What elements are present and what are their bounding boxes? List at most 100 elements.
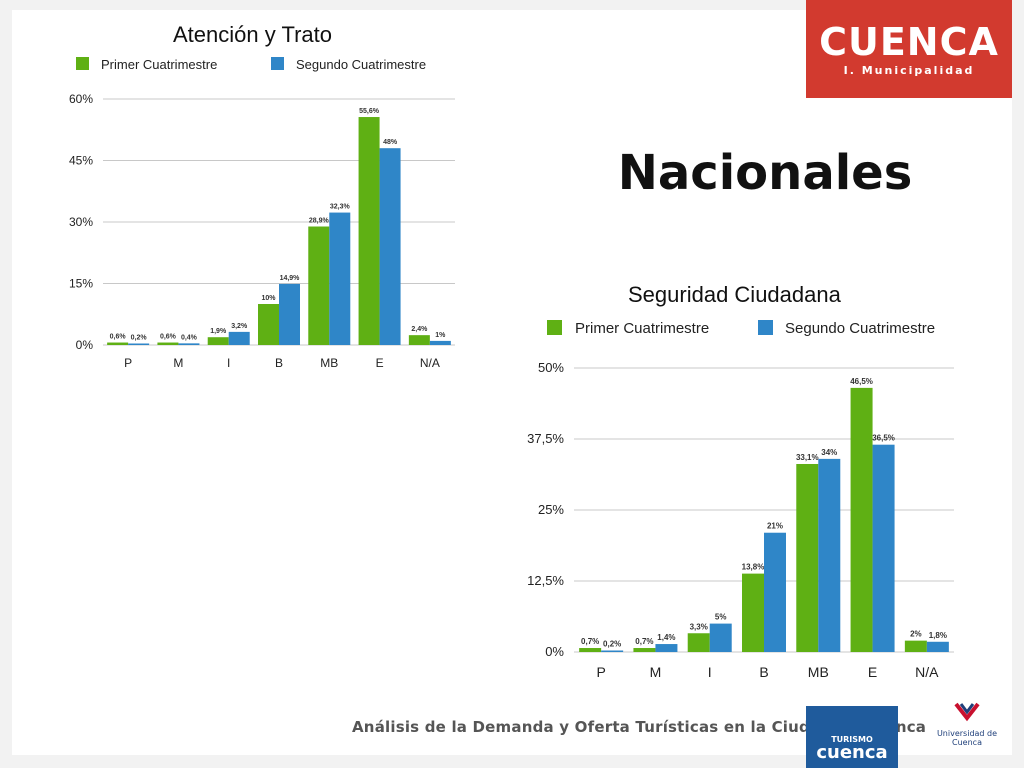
legend-label: Segundo Cuatrimestre — [296, 57, 426, 72]
bar — [742, 573, 764, 652]
bar — [633, 648, 656, 652]
data-label: 46,5% — [850, 377, 873, 386]
page-heading: Nacionales — [617, 145, 913, 201]
x-tick-label: E — [868, 664, 877, 680]
logo-word: CUENCA — [819, 19, 999, 64]
bar — [408, 335, 430, 345]
x-tick-label: I — [227, 356, 230, 370]
y-tick-label: 0% — [76, 338, 94, 352]
legend-swatch — [271, 57, 284, 70]
x-tick-label: M — [173, 356, 183, 370]
data-label: 0,7% — [635, 637, 653, 646]
y-tick-label: 30% — [69, 215, 93, 229]
data-label: 1,4% — [657, 633, 675, 642]
bar — [228, 331, 250, 345]
x-tick-label: MB — [808, 664, 829, 680]
y-tick-label: 45% — [69, 154, 93, 168]
footer-caption: Análisis de la Demanda y Oferta Turístic… — [352, 718, 927, 736]
bar — [687, 633, 710, 652]
x-tick-label: B — [275, 356, 283, 370]
bar — [279, 283, 300, 345]
bar — [904, 640, 927, 652]
y-tick-label: 0% — [545, 644, 564, 659]
data-label: 0,2% — [131, 335, 148, 342]
bar — [379, 148, 401, 345]
data-label: 33,1% — [796, 453, 819, 462]
data-label: 32,3% — [330, 204, 351, 211]
x-tick-label: MB — [320, 356, 338, 370]
bar — [926, 641, 949, 652]
data-label: 34% — [821, 448, 837, 457]
bar — [796, 463, 819, 652]
chart-title: Seguridad Ciudadana — [628, 282, 842, 307]
data-label: 5% — [715, 613, 727, 622]
y-tick-label: 60% — [69, 92, 93, 106]
data-label: 1% — [435, 332, 446, 339]
bar — [128, 343, 150, 345]
bar — [655, 644, 678, 652]
cuenca-label: cuenca — [816, 742, 888, 763]
data-label: 0,2% — [603, 640, 621, 649]
turismo-cuenca-logo: TURISMO cuenca — [806, 706, 898, 768]
bar — [872, 444, 895, 652]
legend-label: Primer Cuatrimestre — [575, 320, 709, 337]
university-logo: Universidad de Cuenca — [922, 700, 1012, 747]
legend-label: Primer Cuatrimestre — [101, 57, 217, 72]
data-label: 1,8% — [929, 631, 947, 640]
chart-svg: Seguridad Ciudadana Primer Cuatrimestre Se… — [527, 282, 954, 680]
bar — [579, 648, 602, 652]
bar — [207, 337, 229, 345]
municipality-logo: CUENCA I. Municipalidad — [806, 0, 1012, 98]
data-label: 0,7% — [581, 637, 599, 646]
bar — [358, 117, 380, 345]
legend-label: Segundo Cuatrimestre — [785, 320, 935, 337]
university-name: Universidad de Cuenca — [936, 729, 998, 747]
bar — [308, 226, 330, 345]
bar — [818, 458, 841, 652]
data-label: 13,8% — [742, 563, 765, 572]
x-tick-label: B — [759, 664, 768, 680]
data-label: 14,9% — [280, 275, 301, 282]
data-label: 36,5% — [872, 434, 895, 443]
x-tick-label: I — [708, 664, 712, 680]
bar — [107, 342, 129, 345]
logo-subtitle: I. Municipalidad — [843, 63, 975, 77]
legend-swatch — [76, 57, 89, 70]
turismo-label: TURISMO — [831, 735, 873, 744]
data-label: 2,4% — [411, 326, 428, 333]
university-emblem-icon — [954, 702, 980, 722]
x-tick-label: P — [124, 356, 132, 370]
bar — [850, 387, 873, 652]
bar — [429, 340, 451, 345]
y-tick-label: 15% — [69, 277, 93, 291]
y-tick-label: 37,5% — [527, 431, 564, 446]
data-label: 48% — [383, 139, 398, 146]
data-label: 0,6% — [110, 334, 127, 341]
data-label: 21% — [767, 522, 783, 531]
bar — [157, 342, 179, 345]
y-tick-label: 50% — [538, 360, 564, 375]
x-tick-label: E — [376, 356, 384, 370]
x-tick-label: N/A — [420, 356, 440, 370]
data-label: 3,3% — [690, 622, 708, 631]
bar — [329, 212, 351, 345]
data-label: 55,6% — [359, 108, 380, 115]
legend-swatch — [547, 320, 562, 335]
x-tick-label: N/A — [915, 664, 939, 680]
data-label: 0,4% — [181, 334, 198, 341]
bar — [764, 532, 786, 652]
y-tick-label: 25% — [538, 502, 564, 517]
x-tick-label: M — [650, 664, 662, 680]
data-label: 10% — [261, 295, 276, 302]
x-tick-label: P — [596, 664, 605, 680]
y-tick-label: 12,5% — [527, 573, 564, 588]
chart-svg: Atención y Trato Primer Cuatrimestre Segun… — [69, 22, 455, 370]
data-label: 28,9% — [309, 218, 330, 225]
bar — [258, 304, 279, 345]
data-label: 3,2% — [231, 323, 248, 330]
data-label: 2% — [910, 630, 922, 639]
chart-title: Atención y Trato — [173, 22, 332, 47]
data-label: 1,9% — [210, 328, 227, 335]
chart-seguridad-ciudadana: Seguridad Ciudadana Primer Cuatrimestre Se… — [496, 272, 1004, 705]
bar — [601, 650, 624, 652]
